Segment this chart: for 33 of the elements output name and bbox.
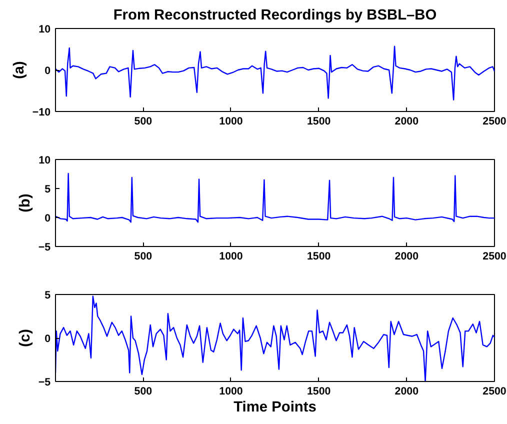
x-tick-label: 1500 — [306, 250, 331, 262]
x-tick-label: 2000 — [394, 116, 419, 128]
line-series — [56, 46, 494, 100]
x-axis-title: Time Points — [234, 400, 316, 416]
x-tick-label: 2500 — [482, 116, 506, 128]
y-tick-label: 10 — [38, 24, 51, 36]
x-tick-label: 2500 — [482, 250, 506, 262]
y-tick-label: −10 — [32, 106, 51, 118]
y-tick-label: 10 — [38, 154, 51, 166]
chart-title: From Reconstructed Recordings by BSBL–BO — [113, 8, 437, 24]
x-tick-label: 500 — [134, 250, 152, 262]
x-tick-label: 1500 — [306, 386, 331, 398]
y-tick-label: 0 — [44, 333, 51, 345]
y-tick-label: −5 — [38, 376, 51, 388]
y-axis-title: (c) — [17, 328, 34, 347]
x-tick-label: 2500 — [482, 386, 506, 398]
y-axis-title: (a) — [11, 60, 28, 79]
x-tick-label: 2000 — [394, 250, 419, 262]
x-tick-label: 1500 — [306, 116, 331, 128]
y-axis-title: (b) — [17, 194, 34, 212]
y-tick-label: 0 — [44, 65, 51, 77]
y-tick-label: 0 — [44, 212, 51, 224]
x-tick-label: 1000 — [219, 250, 243, 262]
line-series — [56, 172, 494, 223]
x-tick-label: 500 — [134, 386, 152, 398]
x-tick-label: 500 — [134, 116, 152, 128]
y-tick-label: 5 — [44, 184, 51, 196]
x-tick-label: 1000 — [219, 386, 243, 398]
x-tick-label: 2000 — [394, 386, 419, 398]
x-tick-label: 1000 — [219, 116, 243, 128]
line-series — [56, 296, 494, 382]
y-tick-label: 5 — [44, 290, 51, 302]
y-tick-label: −5 — [38, 242, 51, 254]
